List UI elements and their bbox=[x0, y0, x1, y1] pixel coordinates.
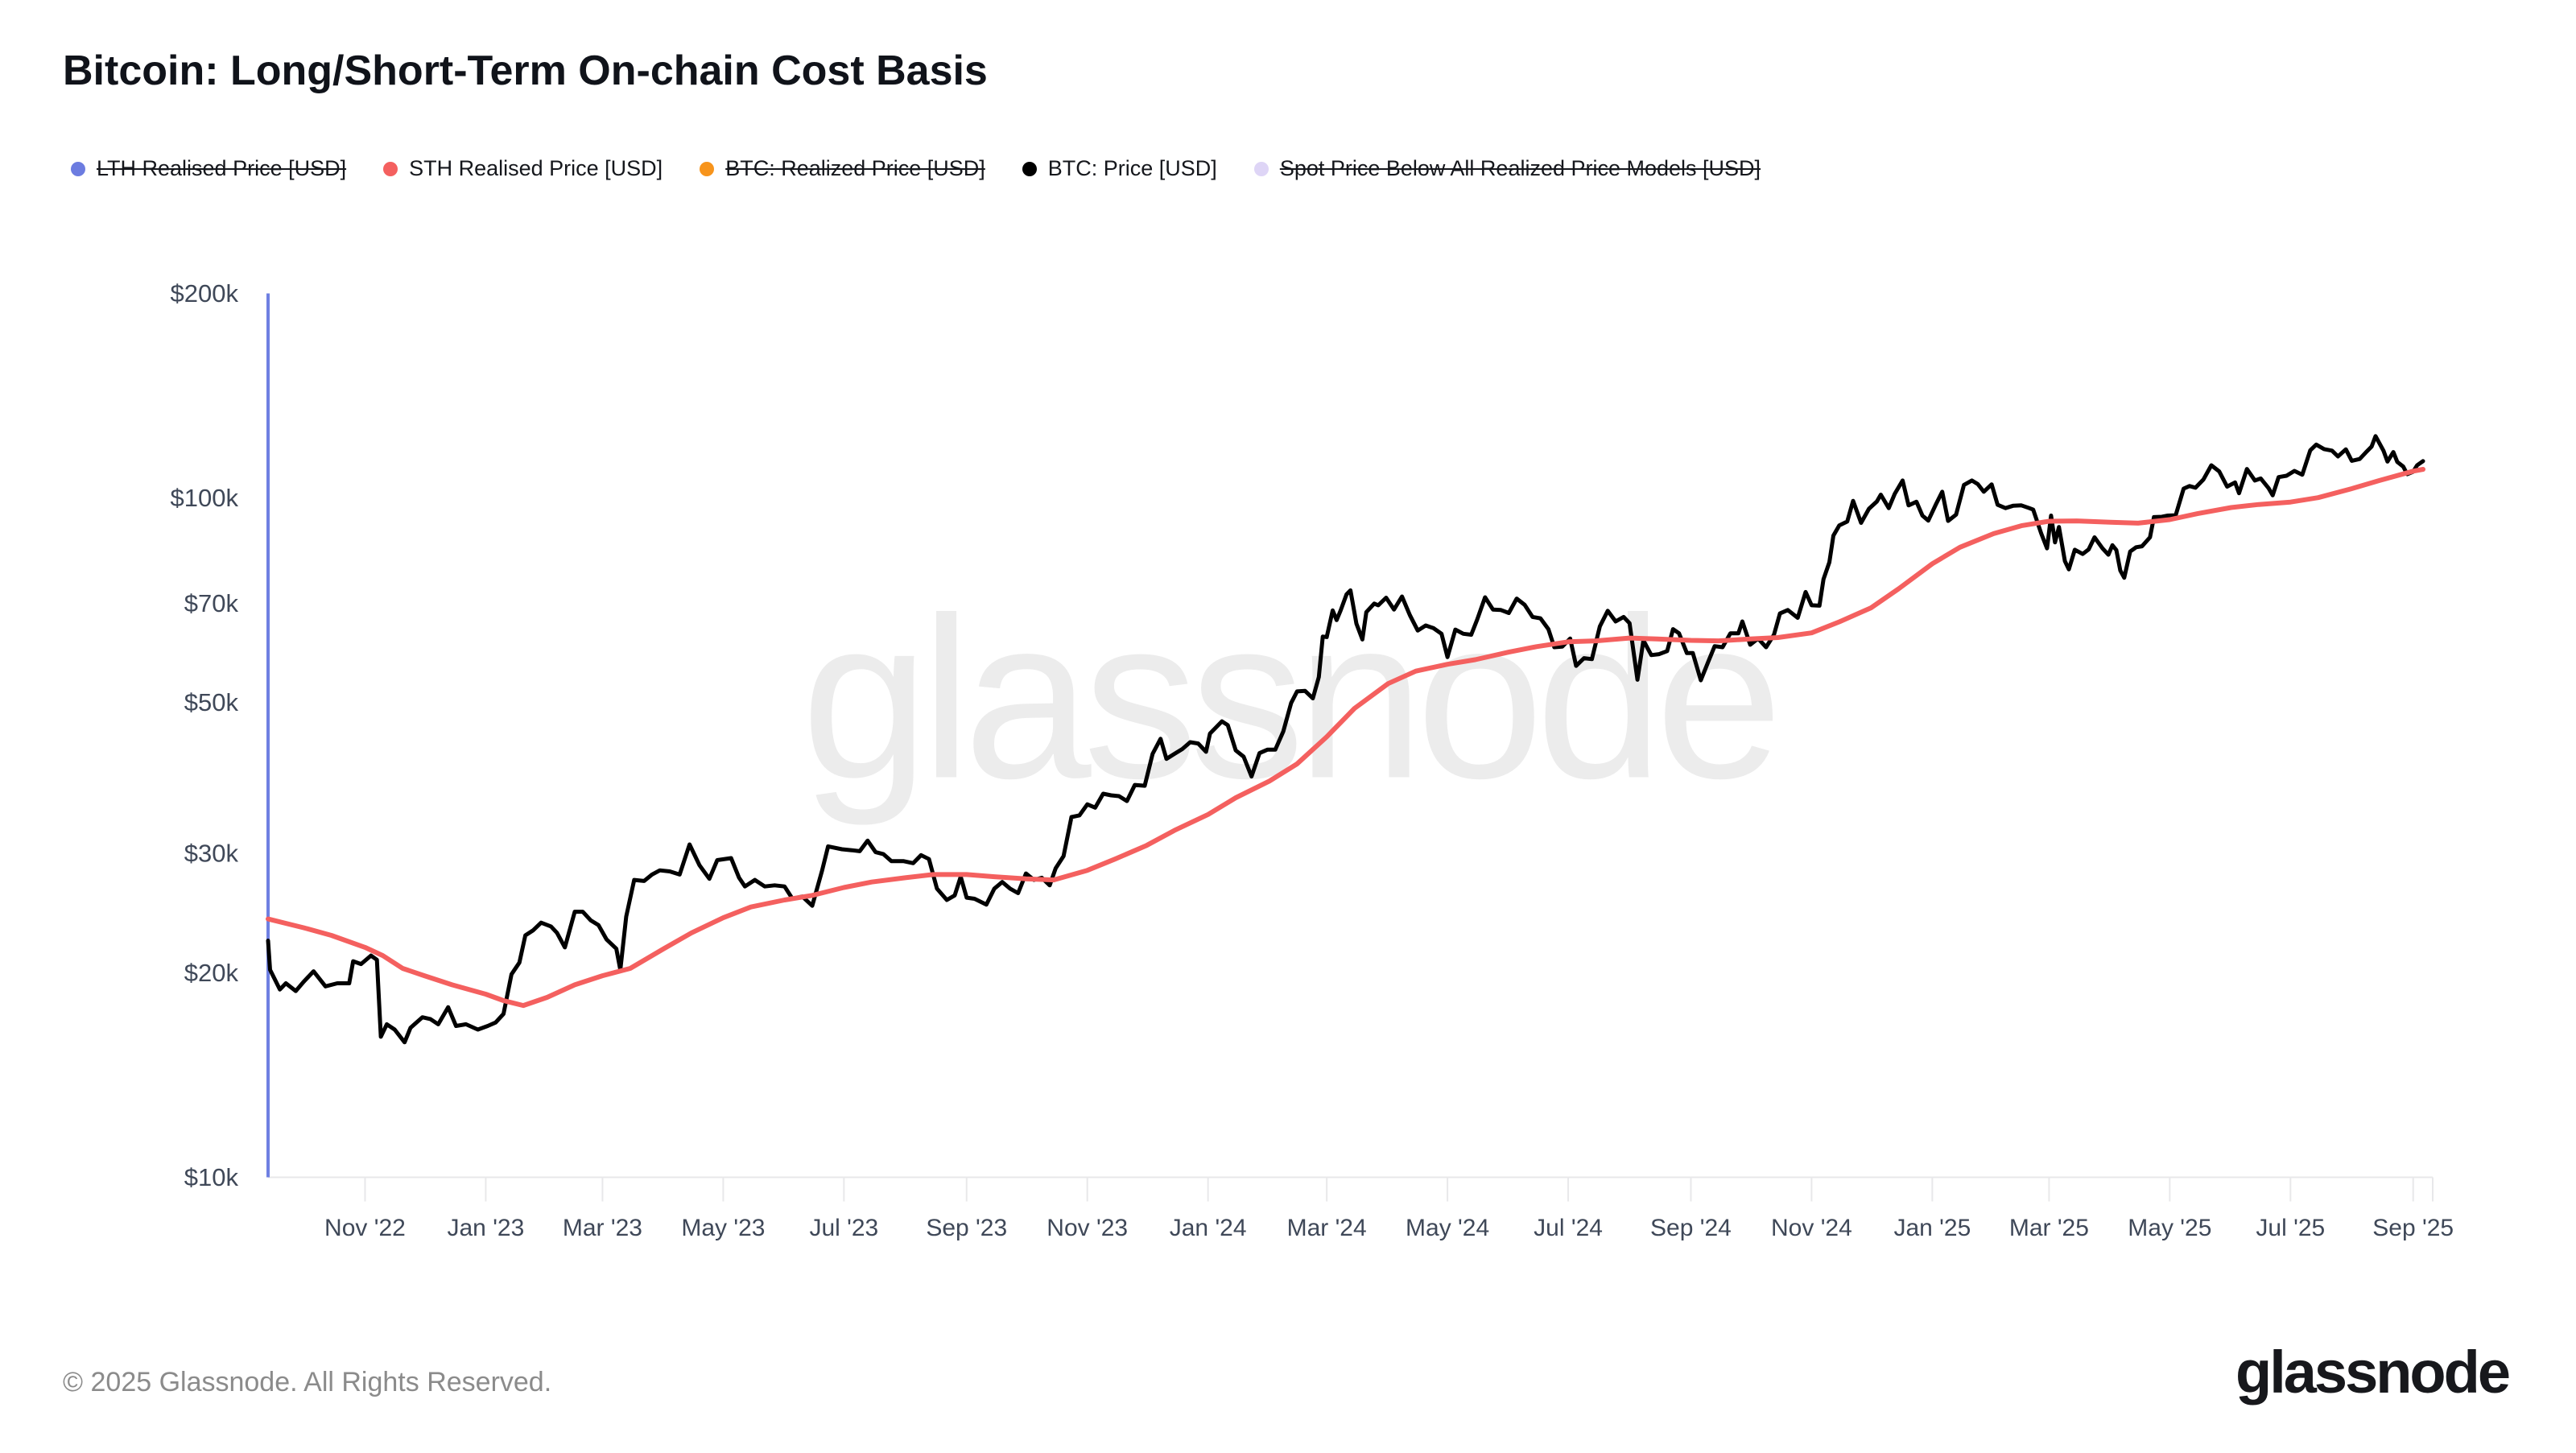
x-axis-label: Nov '22 bbox=[324, 1215, 406, 1241]
legend-dot-icon bbox=[1253, 161, 1269, 176]
legend-item-sth-realised-price[interactable]: STH Realised Price [USD] bbox=[383, 158, 663, 180]
x-axis-label: May '25 bbox=[2128, 1215, 2211, 1241]
y-axis-label: $50k bbox=[184, 688, 239, 716]
page-title: Bitcoin: Long/Short-Term On-chain Cost B… bbox=[63, 47, 988, 94]
sth-realised-price-line bbox=[266, 467, 2425, 1009]
btc-price-line bbox=[266, 434, 2425, 1045]
x-axis-label: Sep '25 bbox=[2372, 1215, 2454, 1241]
legend-item-spot-below-models[interactable]: Spot Price Below All Realized Price Mode… bbox=[1253, 156, 1761, 180]
y-axis-label: $20k bbox=[184, 959, 239, 987]
y-axis-label: $30k bbox=[184, 839, 239, 867]
glassnode-logo: glassnode bbox=[2235, 1339, 2511, 1406]
y-axis-label: $200k bbox=[171, 279, 239, 308]
x-axis-label: Jul '25 bbox=[2256, 1215, 2325, 1241]
y-axis-label: $10k bbox=[184, 1163, 239, 1191]
x-axis-label: Jan '24 bbox=[1170, 1215, 1247, 1241]
x-axis-label: Mar '24 bbox=[1287, 1215, 1367, 1241]
legend-item-label: BTC: Price [USD] bbox=[1047, 156, 1217, 180]
x-axis-label: Nov '23 bbox=[1046, 1215, 1128, 1241]
x-axis-label: Jan '25 bbox=[1893, 1215, 1971, 1241]
legend-item-btc-realized-price[interactable]: BTC: Realized Price [USD] bbox=[700, 158, 985, 180]
legend-item-label: BTC: Realized Price [USD] bbox=[725, 156, 985, 180]
legend-dot-icon bbox=[700, 161, 715, 176]
x-axis-label: Jan '23 bbox=[447, 1215, 524, 1241]
x-axis-label: Mar '25 bbox=[2009, 1215, 2089, 1241]
x-axis-label: Sep '24 bbox=[1650, 1215, 1732, 1241]
legend-item-lth-realised-price[interactable]: LTH Realised Price [USD] bbox=[71, 158, 346, 180]
x-axis-label: May '23 bbox=[681, 1215, 765, 1241]
x-axis-label: May '24 bbox=[1406, 1215, 1489, 1241]
legend-dot-icon bbox=[1022, 161, 1037, 176]
x-axis-label: Sep '23 bbox=[926, 1215, 1007, 1241]
legend-item-label: STH Realised Price [USD] bbox=[409, 156, 663, 180]
x-axis-label: Jul '23 bbox=[809, 1215, 878, 1241]
legend-dot-icon bbox=[71, 161, 85, 176]
legend-item-label: Spot Price Below All Realized Price Mode… bbox=[1279, 156, 1761, 180]
copyright-text: © 2025 Glassnode. All Rights Reserved. bbox=[63, 1367, 552, 1397]
y-axis-label: $100k bbox=[171, 484, 239, 512]
legend-dot-icon bbox=[383, 161, 398, 176]
y-axis-label: $70k bbox=[184, 589, 239, 617]
legend-item-btc-price[interactable]: BTC: Price [USD] bbox=[1022, 158, 1217, 180]
legend-item-label: LTH Realised Price [USD] bbox=[97, 156, 347, 180]
x-axis-label: Jul '24 bbox=[1534, 1215, 1603, 1241]
x-axis-label: Mar '23 bbox=[563, 1215, 642, 1241]
chart-legend: LTH Realised Price [USD] STH Realised Pr… bbox=[71, 158, 1761, 180]
x-axis-label: Nov '24 bbox=[1771, 1215, 1852, 1241]
